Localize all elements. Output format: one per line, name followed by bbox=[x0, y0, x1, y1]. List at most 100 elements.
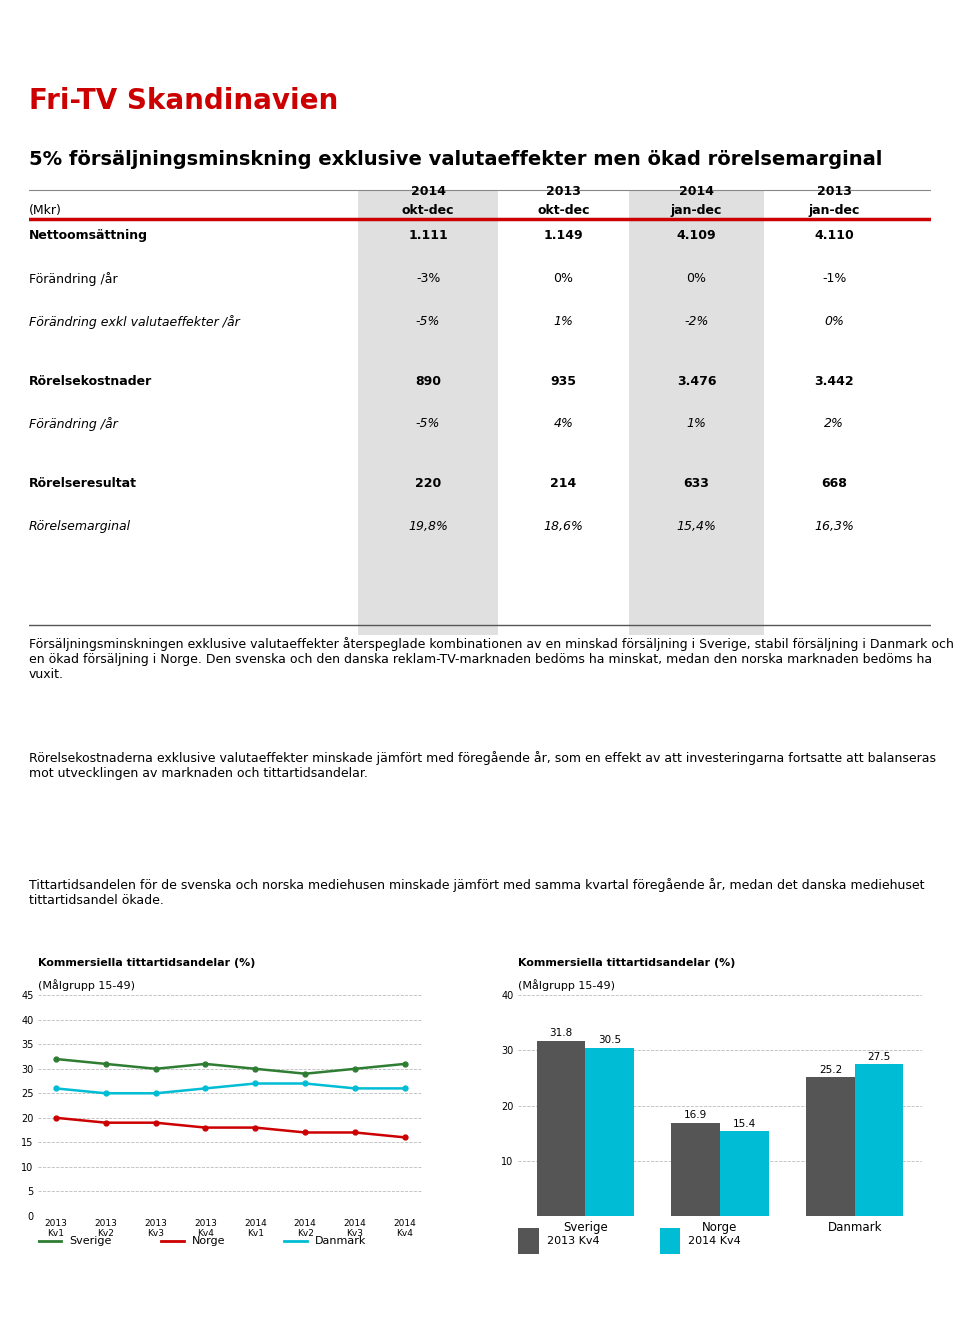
Text: 18,6%: 18,6% bbox=[543, 520, 584, 533]
Danmark bbox=[100, 1085, 111, 1101]
Text: Förändring /år: Förändring /år bbox=[29, 417, 117, 432]
Text: -3%: -3% bbox=[416, 271, 441, 285]
Text: Kommersiella tittartidsandelar (%): Kommersiella tittartidsandelar (%) bbox=[518, 958, 735, 967]
Text: Förändring exkl valutaeffekter /år: Förändring exkl valutaeffekter /år bbox=[29, 314, 240, 329]
Text: 3.442: 3.442 bbox=[814, 374, 854, 387]
Text: -5%: -5% bbox=[416, 417, 441, 430]
Norge bbox=[100, 1114, 111, 1130]
Text: 668: 668 bbox=[821, 477, 847, 490]
Bar bbox=[806, 1077, 854, 1216]
Text: Kv4 2014  Modern Times Group MTG AB: Kv4 2014 Modern Times Group MTG AB bbox=[12, 11, 318, 27]
Danmark bbox=[200, 1081, 211, 1097]
Text: 2013: 2013 bbox=[546, 184, 581, 198]
Text: -1%: -1% bbox=[822, 271, 847, 285]
Sverige bbox=[150, 1061, 161, 1077]
Text: 2014: 2014 bbox=[411, 184, 445, 198]
Danmark bbox=[300, 1075, 311, 1092]
Text: Rörelsemarginal: Rörelsemarginal bbox=[29, 520, 131, 533]
Bar bbox=[660, 1228, 680, 1255]
Sverige bbox=[300, 1066, 311, 1082]
Text: Norge: Norge bbox=[192, 1236, 226, 1246]
Text: 220: 220 bbox=[415, 477, 442, 490]
Text: 890: 890 bbox=[415, 374, 441, 387]
Text: 1%: 1% bbox=[686, 417, 707, 430]
Text: 4.109: 4.109 bbox=[677, 228, 716, 242]
Text: 2%: 2% bbox=[825, 417, 844, 430]
Text: Kommersiella tittartidsandelar (%): Kommersiella tittartidsandelar (%) bbox=[38, 958, 255, 967]
Bar bbox=[537, 1041, 586, 1216]
Text: 27.5: 27.5 bbox=[868, 1051, 891, 1062]
Text: 2013: 2013 bbox=[817, 184, 852, 198]
Text: Nettoomsättning: Nettoomsättning bbox=[29, 228, 148, 242]
Text: 633: 633 bbox=[684, 477, 709, 490]
Bar bbox=[720, 1130, 769, 1216]
Text: Rörelseresultat: Rörelseresultat bbox=[29, 477, 137, 490]
Norge bbox=[349, 1125, 361, 1141]
Text: jan-dec: jan-dec bbox=[808, 204, 860, 218]
Text: 3.476: 3.476 bbox=[677, 374, 716, 387]
Danmark bbox=[399, 1081, 411, 1097]
Text: 16,3%: 16,3% bbox=[814, 520, 854, 533]
Text: Rörelsekostnader: Rörelsekostnader bbox=[29, 374, 152, 387]
Text: 1%: 1% bbox=[554, 314, 573, 327]
Sverige bbox=[250, 1061, 261, 1077]
Norge bbox=[50, 1110, 61, 1126]
Text: 5% försäljningsminskning exklusive valutaeffekter men ökad rörelsemarginal: 5% försäljningsminskning exklusive valut… bbox=[29, 151, 882, 170]
Text: Förändring /år: Förändring /år bbox=[29, 271, 117, 286]
Text: okt-dec: okt-dec bbox=[538, 204, 589, 218]
Line: Sverige: Sverige bbox=[54, 1057, 407, 1075]
Sverige bbox=[100, 1055, 111, 1071]
Text: 2014: 2014 bbox=[679, 184, 714, 198]
Bar bbox=[518, 1228, 539, 1255]
Text: -5%: -5% bbox=[416, 314, 441, 327]
Text: 935: 935 bbox=[550, 374, 576, 387]
Norge bbox=[399, 1129, 411, 1145]
Text: 19,8%: 19,8% bbox=[408, 520, 448, 533]
Text: (Målgrupp 15-49): (Målgrupp 15-49) bbox=[38, 979, 135, 991]
Bar bbox=[586, 1047, 634, 1216]
Text: Fri-TV Skandinavien: Fri-TV Skandinavien bbox=[29, 87, 338, 115]
Norge bbox=[150, 1114, 161, 1130]
Text: (Mkr): (Mkr) bbox=[29, 204, 61, 218]
Norge bbox=[300, 1125, 311, 1141]
Text: Danmark: Danmark bbox=[315, 1236, 367, 1246]
Text: 31.8: 31.8 bbox=[549, 1029, 572, 1038]
Line: Danmark: Danmark bbox=[54, 1081, 407, 1096]
Text: (Målgrupp 15-49): (Målgrupp 15-49) bbox=[518, 979, 615, 991]
Text: 15.4: 15.4 bbox=[732, 1118, 756, 1129]
Text: 1.111: 1.111 bbox=[408, 228, 448, 242]
Danmark bbox=[150, 1085, 161, 1101]
Text: 4.110: 4.110 bbox=[814, 228, 854, 242]
Text: 15,4%: 15,4% bbox=[677, 520, 716, 533]
Text: 2014 Kv4: 2014 Kv4 bbox=[687, 1236, 740, 1246]
Norge bbox=[250, 1120, 261, 1136]
Text: 25.2: 25.2 bbox=[819, 1065, 842, 1074]
Text: okt-dec: okt-dec bbox=[402, 204, 454, 218]
Text: Tittartidsandelen för de svenska och norska mediehusen minskade jämfört med samm: Tittartidsandelen för de svenska och nor… bbox=[29, 878, 924, 907]
Text: 0%: 0% bbox=[686, 271, 707, 285]
Bar bbox=[671, 1122, 720, 1216]
Sverige bbox=[349, 1061, 361, 1077]
Text: 214: 214 bbox=[550, 477, 577, 490]
Text: 0%: 0% bbox=[825, 314, 844, 327]
Text: Sverige: Sverige bbox=[69, 1236, 111, 1246]
Sverige bbox=[399, 1055, 411, 1071]
Bar bbox=[358, 190, 498, 635]
Bar bbox=[854, 1065, 903, 1216]
Text: 2013 Kv4: 2013 Kv4 bbox=[546, 1236, 599, 1246]
Norge bbox=[200, 1120, 211, 1136]
Sverige bbox=[200, 1055, 211, 1071]
Text: -2%: -2% bbox=[684, 314, 708, 327]
Text: jan-dec: jan-dec bbox=[671, 204, 722, 218]
Text: 16.9: 16.9 bbox=[684, 1110, 708, 1121]
Text: 1.149: 1.149 bbox=[543, 228, 584, 242]
Bar bbox=[629, 190, 764, 635]
Danmark bbox=[349, 1081, 361, 1097]
Danmark bbox=[50, 1081, 61, 1097]
Text: 0%: 0% bbox=[554, 271, 573, 285]
Text: 5(21): 5(21) bbox=[908, 11, 948, 27]
Text: 30.5: 30.5 bbox=[598, 1035, 621, 1046]
Line: Norge: Norge bbox=[54, 1116, 407, 1140]
Text: 4%: 4% bbox=[554, 417, 573, 430]
Text: Försäljningsminskningen exklusive valutaeffekter återspeglade kombinationen av e: Försäljningsminskningen exklusive valuta… bbox=[29, 637, 953, 681]
